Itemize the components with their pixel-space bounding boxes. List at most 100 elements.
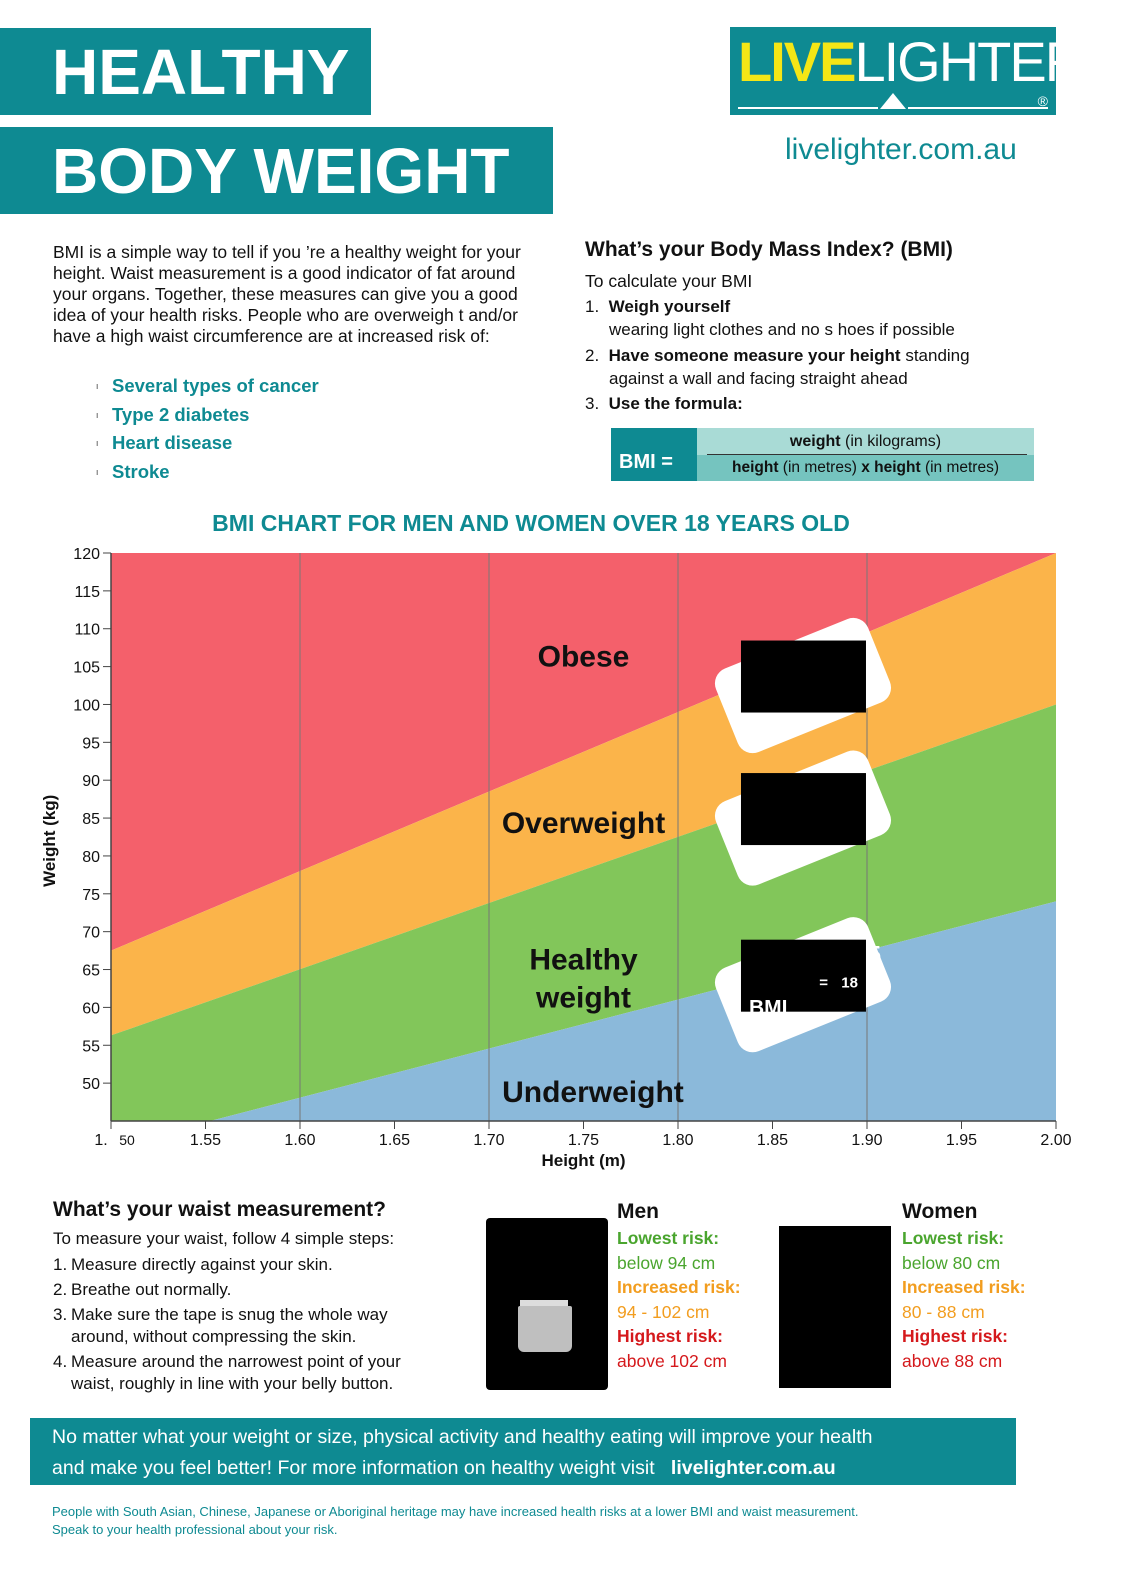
title-line-1-text: HEALTHY [52,35,350,108]
risk-label: Heart disease [112,432,233,454]
women-heading: Women [902,1200,978,1223]
x-tick-label: 1.55 [190,1132,221,1149]
waist-step-3: 3. Make sure the tape is snug the whole w… [53,1304,388,1348]
callout-label: BMI [749,997,788,1020]
risk-mid-label: Increased risk: [617,1277,741,1297]
y-tick-label: 75 [82,887,100,904]
step-text: standing [905,346,970,365]
step-text: around, without compressing the skin. [71,1327,357,1346]
region-label: weight [535,982,631,1015]
risk-high-value: above 88 cm [902,1350,1003,1371]
risk-label: Type 2 diabetes [112,403,250,425]
step-text: Breathe out normally. [71,1280,232,1299]
redacted-block [740,939,866,1012]
numerator-bold: weight [789,433,841,450]
intro-paragraph: BMI is a simple way to tell if you ’re a… [53,242,521,346]
x-tick-label: 1.70 [473,1132,504,1149]
logo-scale-line-left [738,107,878,109]
bmi-subheading: To calculate your BMI [585,271,753,291]
y-axis-label: Weight (kg) [40,795,59,887]
x-tick-label: 1.60 [284,1132,315,1149]
step-text: Measure directly against your skin. [71,1255,333,1274]
step-number: 3. [53,1305,68,1324]
denominator-bold: height [874,459,921,476]
numerator-unit: (in kilograms) [845,433,942,450]
bmi-formula-box: BMI = weight (in kilograms) height (in m… [611,428,1034,481]
risk-label: Stroke [112,460,170,482]
chart-title: BMI CHART FOR MEN AND WOMEN OVER 18 YEAR… [212,510,850,536]
risk-low-value: below 94 cm [617,1252,716,1273]
bullet-icon: ı [96,381,99,392]
y-tick-label: 115 [74,584,100,601]
risk-label: Several types of cancer [112,375,319,397]
callout-equals: = [819,975,828,992]
logo-scale-line-right [908,107,1048,109]
risk-low-value: below 80 cm [902,1252,1001,1273]
y-tick-label: 85 [82,811,100,828]
y-tick-label: 100 [73,697,100,714]
callout-sub: 18 [841,975,858,992]
step-number: 4. [53,1352,68,1371]
logo-word-live: LIVE [738,30,856,93]
men-risk-list: Lowest risk: below 94 cm Increased risk:… [617,1226,741,1373]
title-line-2: BODY WEIGHT [0,127,553,214]
step-number: 3. [585,394,600,413]
risk-mid-value: 80 - 88 cm [902,1301,985,1322]
heritage-note: People with South Asian, Chinese, Japane… [52,1503,1052,1539]
bullet-icon: ı [96,438,99,449]
step-text: Make sure the tape is snug the whole way [71,1305,388,1324]
site-url-link[interactable]: livelighter.com.au [785,133,1017,166]
risk-list-item: ı Heart disease [96,429,319,458]
callout-number: 5 [868,942,881,969]
y-tick-label: 110 [74,622,100,639]
step-number: 2. [53,1280,68,1299]
logo-wordmark: LIVELIGHTER [738,29,1085,94]
risk-list: ı Several types of cancer ı Type 2 diabete… [96,372,319,486]
denominator-times: x [861,459,870,476]
y-tick-label: 55 [82,1038,100,1055]
footer-line-2: and make you feel better! For more infor… [52,1457,655,1479]
bmi-step-2: 2. Have someone measure your height stan… [585,344,970,390]
note-line-1: People with South Asian, Chinese, Japane… [52,1504,859,1519]
men-heading: Men [617,1200,659,1223]
y-tick-label: 120 [73,546,100,563]
y-tick-label: 80 [82,849,100,866]
logo-scale-triangle-icon [880,93,906,109]
waist-step-4: 4. Measure around the narrowest point of … [53,1351,401,1395]
formula-numerator: weight (in kilograms) [697,428,1034,455]
title-line-2-text: BODY WEIGHT [52,134,510,207]
step-bold: Use the formula: [608,394,743,413]
waist-subheading: To measure your waist, follow 4 simple s… [53,1229,395,1248]
livelighter-logo[interactable]: LIVELIGHTER ® [730,27,1085,115]
footer-url-link[interactable]: livelighter.com.au [670,1457,836,1479]
y-tick-label: 65 [82,963,100,980]
risk-mid-value: 94 - 102 cm [617,1301,710,1322]
men-waist-image [486,1218,608,1390]
logo-word-lighter: LIGHTER [854,30,1085,93]
y-tick-label: 95 [82,735,100,752]
formula-divider [707,454,1027,456]
step-text: wearing light clothes and no s hoes if p… [609,320,955,339]
redacted-block [740,640,866,713]
x-tick-label: 1.75 [568,1132,599,1149]
step-number: 2. [585,346,600,365]
x-tick-label: 1.95 [946,1132,977,1149]
y-tick-label: 105 [73,660,100,677]
risk-mid-label: Increased risk: [902,1277,1026,1297]
bullet-icon: ı [96,409,99,420]
redacted-block [740,773,866,846]
region-label: Healthy [529,944,638,977]
women-waist-image [779,1226,891,1388]
shorts-icon [518,1306,572,1352]
step-bold: Weigh yourself [608,297,731,316]
region-label: Underweight [502,1076,684,1109]
formula-label: BMI = [611,428,697,481]
risk-low-label: Lowest risk: [617,1228,720,1248]
denominator-unit: (in metres) [782,459,857,476]
waist-step-1: 1. Measure directly against your skin. [53,1254,333,1276]
risk-list-item: ı Type 2 diabetes [96,401,319,430]
step-bold: Have someone measure your height [608,346,901,365]
x-tick-label: 1.90 [851,1132,882,1149]
risk-high-value: above 102 cm [617,1350,727,1371]
bmi-step-1: 1. Weigh yourself wearing light clothes … [585,295,955,341]
